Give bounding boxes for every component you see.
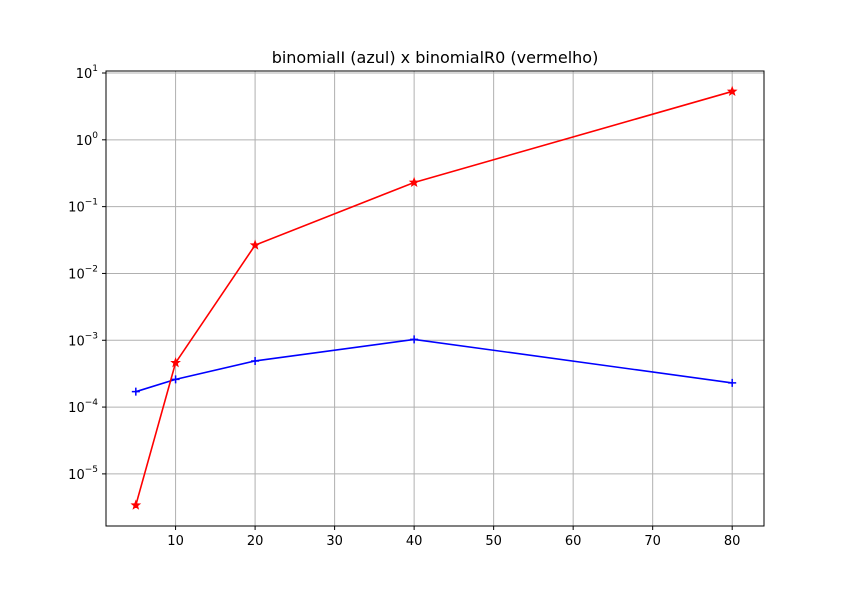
- x-tick-label: 70: [644, 534, 661, 549]
- axes: 10 20 30 40 50 60 70 80 10−5 10−4 10−3 10−2 10−1 100 1…: [68, 64, 740, 549]
- data-point-plus: [251, 356, 260, 365]
- data-point-plus: [410, 335, 419, 344]
- data-point-star: [726, 85, 738, 96]
- data-point-star: [249, 239, 261, 250]
- x-tick-label: 50: [485, 534, 502, 549]
- data-point-plus: [171, 375, 180, 384]
- y-tick-label: 100: [76, 131, 99, 149]
- plot-frame: [105, 70, 765, 527]
- data-point-star: [408, 176, 420, 188]
- x-tick-label: 40: [406, 534, 423, 549]
- y-tick-label: 101: [76, 64, 98, 82]
- x-tick-label: 30: [326, 534, 343, 549]
- y-tick-label: 10−1: [68, 198, 98, 216]
- y-tick-label: 10−3: [68, 331, 98, 349]
- x-tick-label: 10: [167, 534, 184, 549]
- data-point-plus: [728, 378, 737, 387]
- x-tick-label: 20: [247, 534, 264, 549]
- y-tick-label: 10−2: [68, 264, 98, 282]
- x-tick-label: 80: [724, 534, 741, 549]
- data-point-plus: [131, 387, 140, 396]
- y-tick-label: 10−4: [68, 398, 98, 416]
- grid: [106, 71, 764, 526]
- data-point-star: [170, 357, 181, 368]
- x-tick-label: 60: [565, 534, 582, 549]
- data-point-star: [130, 499, 142, 510]
- y-tick-label: 10−5: [68, 465, 98, 483]
- series-layer: [130, 85, 738, 510]
- chart-title: binomialI (azul) x binomialR0 (vermelho): [272, 48, 599, 67]
